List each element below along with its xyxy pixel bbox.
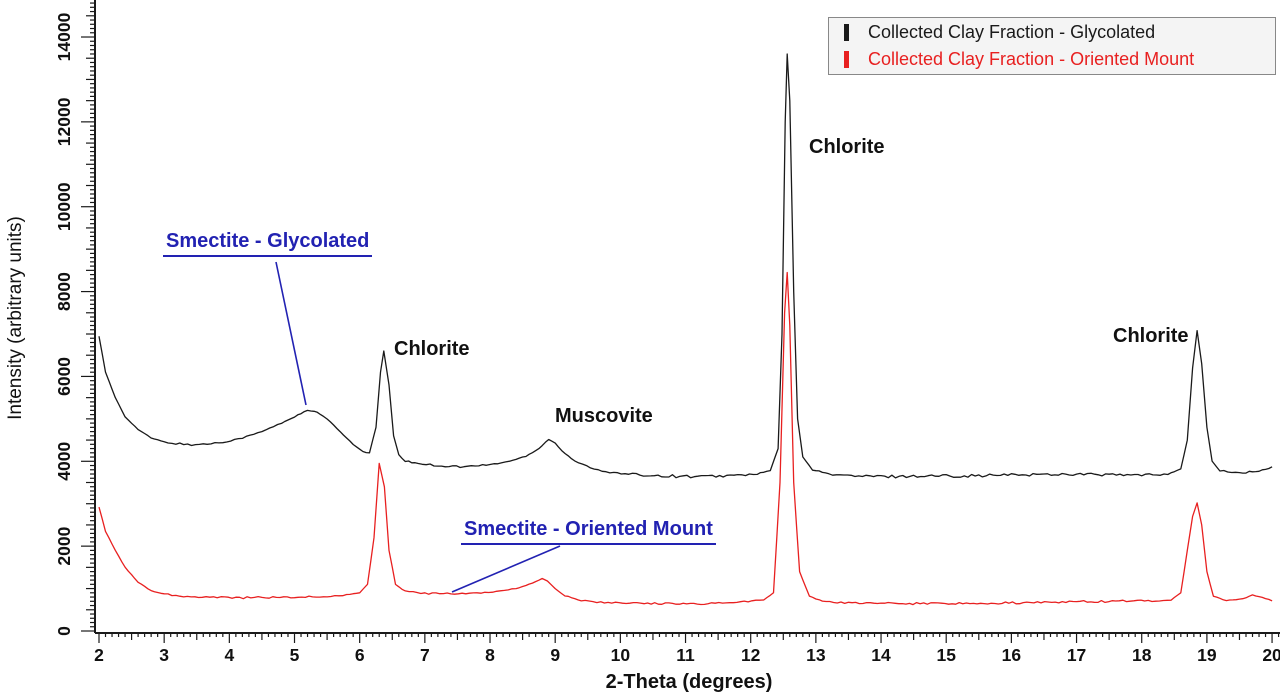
legend: Collected Clay Fraction - Glycolated Col… (828, 17, 1276, 75)
annotation-chlorite: Chlorite (809, 136, 885, 158)
x-tick-label: 20 (1262, 645, 1280, 665)
legend-row-glycolated: Collected Clay Fraction - Glycolated (829, 21, 1275, 45)
x-tick-label: 14 (871, 645, 891, 665)
y-tick-label: 4000 (54, 442, 74, 481)
y-tick-label: 10000 (54, 182, 74, 231)
x-tick-label: 7 (420, 645, 430, 665)
annotation-smectite-oriented-mount: Smectite - Oriented Mount (461, 518, 716, 545)
x-tick-label: 10 (611, 645, 631, 665)
annotation-muscovite: Muscovite (555, 405, 653, 427)
x-tick-label: 12 (741, 645, 761, 665)
y-tick-label: 8000 (54, 272, 74, 311)
y-tick-label: 0 (54, 626, 74, 636)
y-tick-label: 2000 (54, 526, 74, 565)
y-tick-label: 14000 (54, 12, 74, 61)
annotation-leader-line (275, 261, 307, 406)
y-tick-label: 6000 (54, 357, 74, 396)
legend-marker-oriented-mount (844, 50, 849, 68)
x-tick-label: 16 (1002, 645, 1022, 665)
series-glycolated (98, 53, 1273, 479)
x-tick-label: 11 (676, 645, 695, 665)
legend-label-glycolated: Collected Clay Fraction - Glycolated (868, 22, 1156, 43)
y-axis-title: Intensity (arbitrary units) (5, 216, 26, 420)
legend-label-oriented-mount: Collected Clay Fraction - Oriented Mount (868, 48, 1195, 69)
x-tick-label: 17 (1067, 645, 1086, 665)
x-tick-label: 8 (485, 645, 495, 665)
x-tick-label: 13 (806, 645, 826, 665)
legend-marker-glycolated (844, 24, 849, 42)
x-tick-label: 9 (550, 645, 560, 665)
annotation-smectite-glycolated: Smectite - Glycolated (163, 230, 373, 257)
x-tick-label: 4 (224, 645, 234, 665)
y-tick-label: 12000 (54, 97, 74, 146)
x-axis-title: 2-Theta (degrees) (605, 671, 773, 693)
annotation-leader-line (451, 545, 561, 593)
x-tick-label: 3 (159, 645, 169, 665)
annotation-chlorite: Chlorite (394, 338, 470, 360)
x-tick-label: 6 (355, 645, 365, 665)
x-tick-label: 15 (936, 645, 956, 665)
x-tick-label: 2 (94, 645, 104, 665)
legend-row-oriented-mount: Collected Clay Fraction - Oriented Mount (829, 47, 1275, 71)
x-tick-label: 18 (1132, 645, 1152, 665)
x-tick-label: 19 (1197, 645, 1217, 665)
series-oriented-mount (98, 271, 1273, 606)
annotation-chlorite: Chlorite (1113, 325, 1189, 347)
x-tick-label: 5 (290, 645, 300, 665)
